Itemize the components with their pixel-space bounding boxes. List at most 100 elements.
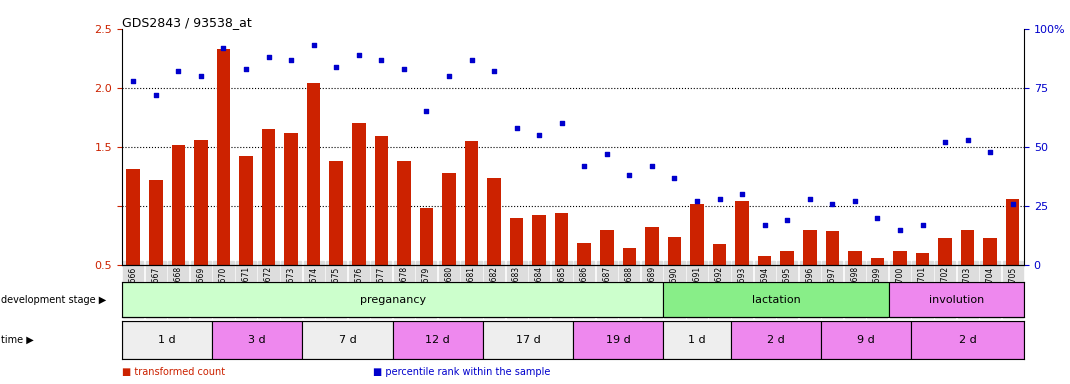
Bar — [483, 321, 574, 359]
Text: ■ transformed count: ■ transformed count — [122, 367, 225, 377]
Text: 7 d: 7 d — [338, 335, 356, 345]
Bar — [533, 215, 546, 324]
Bar — [442, 173, 456, 324]
Bar — [938, 238, 952, 324]
Bar — [194, 140, 208, 324]
Bar — [307, 83, 320, 324]
Bar — [397, 161, 411, 324]
Bar — [690, 204, 704, 324]
Bar — [262, 129, 275, 324]
Point — [576, 163, 593, 169]
Text: 3 d: 3 d — [248, 335, 266, 345]
Bar — [578, 243, 591, 324]
Text: 12 d: 12 d — [425, 335, 450, 345]
Text: 1 d: 1 d — [688, 335, 706, 345]
Bar — [735, 201, 749, 324]
Point — [215, 45, 232, 51]
Text: preganancy: preganancy — [360, 295, 426, 305]
Point — [531, 132, 548, 138]
Bar — [419, 208, 433, 324]
Bar — [393, 321, 483, 359]
Bar — [374, 136, 388, 324]
Bar — [122, 282, 663, 317]
Bar — [352, 123, 366, 324]
Bar — [821, 321, 912, 359]
Point — [914, 222, 931, 228]
Bar — [983, 238, 997, 324]
Text: GDS2843 / 93538_at: GDS2843 / 93538_at — [122, 16, 251, 29]
Point — [846, 198, 863, 204]
Bar — [303, 321, 393, 359]
Point — [170, 68, 187, 74]
Point — [463, 56, 480, 63]
Point — [327, 63, 345, 70]
Point — [350, 52, 367, 58]
Bar — [802, 230, 816, 324]
Text: 1 d: 1 d — [158, 335, 175, 345]
Text: ■ percentile rank within the sample: ■ percentile rank within the sample — [373, 367, 551, 377]
Point — [508, 125, 525, 131]
Point — [598, 151, 615, 157]
Bar — [916, 253, 929, 324]
Bar — [758, 255, 771, 324]
Text: 9 d: 9 d — [857, 335, 875, 345]
Point — [282, 56, 300, 63]
Bar — [149, 180, 163, 324]
Point — [666, 174, 683, 180]
Point — [125, 78, 142, 84]
Point — [643, 163, 660, 169]
Text: 2 d: 2 d — [959, 335, 977, 345]
Point — [418, 108, 435, 114]
Bar — [713, 244, 727, 324]
Text: lactation: lactation — [751, 295, 800, 305]
Point — [824, 200, 841, 207]
Point — [756, 222, 774, 228]
Bar — [645, 227, 659, 324]
Bar — [889, 282, 1024, 317]
Bar — [600, 230, 613, 324]
Bar — [849, 251, 861, 324]
Bar — [126, 169, 140, 324]
Bar — [555, 213, 568, 324]
Point — [238, 66, 255, 72]
Bar — [1006, 199, 1020, 324]
Point — [1004, 200, 1021, 207]
Point — [801, 196, 819, 202]
Bar — [171, 144, 185, 324]
Bar — [330, 161, 343, 324]
Bar — [509, 218, 523, 324]
Bar — [780, 251, 794, 324]
Point — [372, 56, 389, 63]
Bar — [122, 321, 212, 359]
Point — [688, 198, 705, 204]
Text: time ▶: time ▶ — [1, 335, 34, 345]
Text: 19 d: 19 d — [606, 335, 630, 345]
Bar — [663, 282, 889, 317]
Point — [395, 66, 412, 72]
Point — [869, 215, 886, 221]
Point — [441, 73, 458, 79]
Point — [936, 139, 953, 145]
Point — [779, 217, 796, 223]
Bar — [731, 321, 821, 359]
Bar — [623, 248, 637, 324]
Point — [148, 92, 165, 98]
Point — [621, 172, 638, 178]
Bar — [668, 237, 682, 324]
Bar — [217, 49, 230, 324]
Bar — [893, 251, 906, 324]
Point — [553, 120, 570, 126]
Point — [981, 149, 998, 155]
Point — [193, 73, 210, 79]
Bar — [961, 230, 975, 324]
Point — [486, 68, 503, 74]
Text: development stage ▶: development stage ▶ — [1, 295, 106, 305]
Point — [959, 137, 976, 143]
Bar — [663, 321, 731, 359]
Point — [891, 227, 908, 233]
Bar — [487, 177, 501, 324]
Point — [260, 54, 277, 60]
Bar — [826, 231, 839, 324]
Point — [734, 191, 751, 197]
Bar — [240, 156, 253, 324]
